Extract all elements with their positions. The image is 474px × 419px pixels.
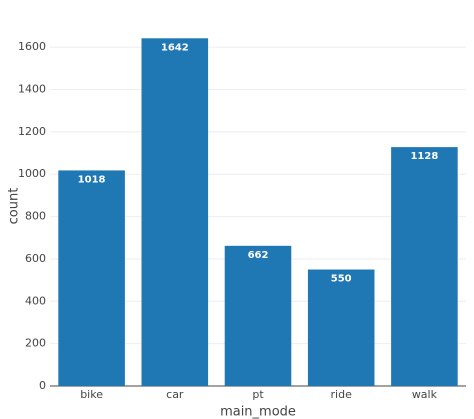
y-tick-label: 1200 <box>18 125 46 138</box>
y-tick-label: 600 <box>25 252 46 265</box>
data-label: 550 <box>331 274 352 285</box>
bar <box>224 245 292 386</box>
bar <box>58 170 125 386</box>
y-tick-label: 800 <box>25 210 46 223</box>
x-tick-label: car <box>166 388 184 401</box>
y-tick-label: 200 <box>25 337 46 350</box>
y-axis-title: count <box>7 188 22 225</box>
y-tick-label: 1600 <box>18 40 46 53</box>
data-label: 662 <box>248 250 269 261</box>
data-label: 1018 <box>78 174 106 185</box>
x-tick-label: bike <box>80 388 103 401</box>
y-tick-label: 400 <box>25 294 46 307</box>
y-tick-label: 1400 <box>18 83 46 96</box>
bar <box>307 269 375 386</box>
x-tick-label: walk <box>412 388 438 401</box>
x-tick-label: pt <box>252 388 264 401</box>
y-tick-label: 0 <box>39 379 46 392</box>
x-tick-label: ride <box>331 388 353 401</box>
y-tick-label: 1000 <box>18 167 46 180</box>
data-label: 1128 <box>410 151 438 162</box>
bar <box>141 38 209 387</box>
x-axis-title: main_mode <box>220 405 296 419</box>
bar <box>391 147 458 386</box>
data-label: 1642 <box>161 42 189 53</box>
